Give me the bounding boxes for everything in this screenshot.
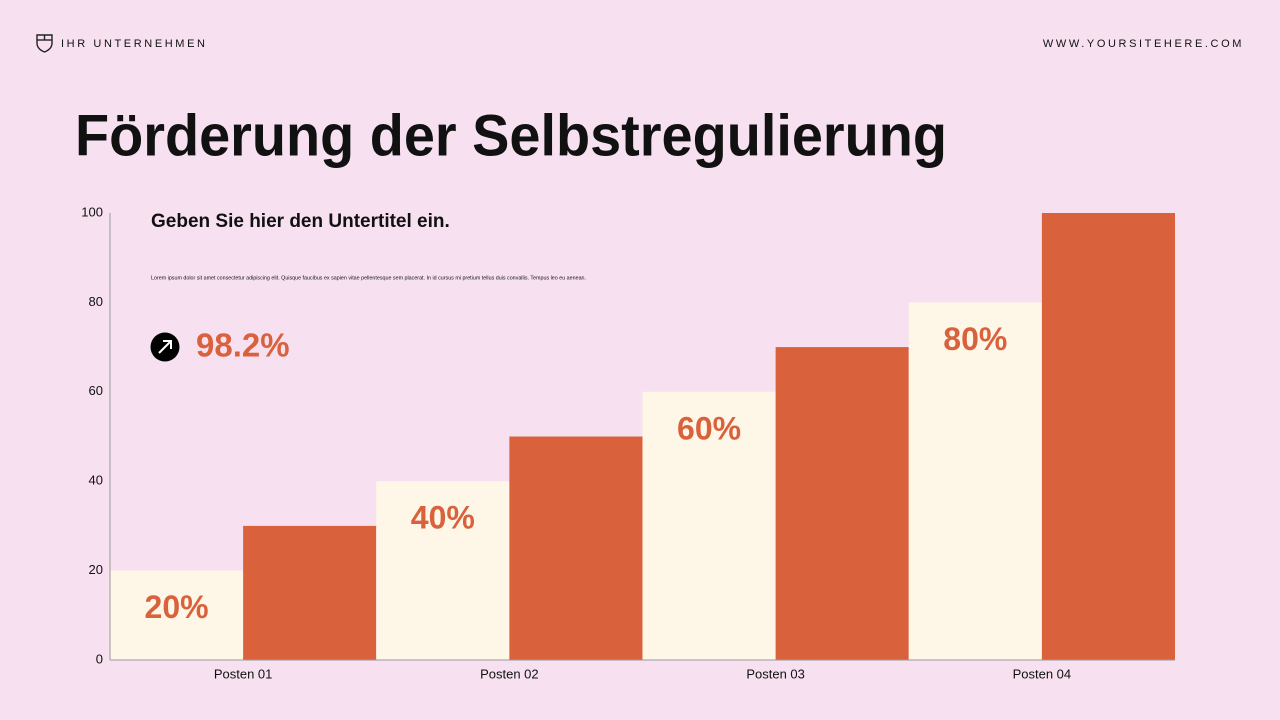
y-tick-label: 20	[89, 562, 103, 577]
logo-icon	[36, 34, 53, 53]
website: WWW.YOURSITEHERE.COM	[1043, 38, 1244, 50]
x-tick-label: Posten 03	[746, 666, 805, 681]
y-tick-label: 0	[96, 651, 103, 666]
bar	[1041, 213, 1175, 660]
company-name: IHR UNTERNEHMEN	[61, 38, 208, 50]
bar	[509, 436, 643, 660]
bar	[775, 347, 909, 660]
x-tick-label: Posten 01	[214, 666, 273, 681]
bar	[243, 525, 377, 660]
body-text: Lorem ipsum dolor sit amet consectetur a…	[151, 275, 586, 281]
y-tick-label: 40	[89, 473, 103, 488]
value-label: 20%	[145, 589, 209, 625]
value-label: 40%	[411, 500, 475, 536]
plot: 0 20 40 60 80 100 20% Posten 01 40% Posten 02 60% P…	[81, 204, 1175, 681]
y-tick-label: 80	[89, 294, 103, 309]
bar	[110, 570, 244, 660]
y-tick-label: 60	[89, 383, 103, 398]
chart-title: Förderung der Selbstregulierung	[75, 103, 947, 168]
arrow-icon	[150, 332, 180, 362]
bar	[908, 302, 1042, 660]
highlight-stat: 98.2%	[196, 327, 290, 364]
x-tick-label: Posten 02	[480, 666, 539, 681]
bar	[642, 391, 776, 660]
value-label: 60%	[677, 410, 741, 446]
bar	[376, 481, 510, 660]
x-tick-label: Posten 04	[1013, 666, 1072, 681]
value-label: 80%	[943, 321, 1007, 357]
y-tick-label: 100	[81, 204, 103, 219]
subtitle: Geben Sie hier den Untertitel ein.	[151, 211, 450, 232]
